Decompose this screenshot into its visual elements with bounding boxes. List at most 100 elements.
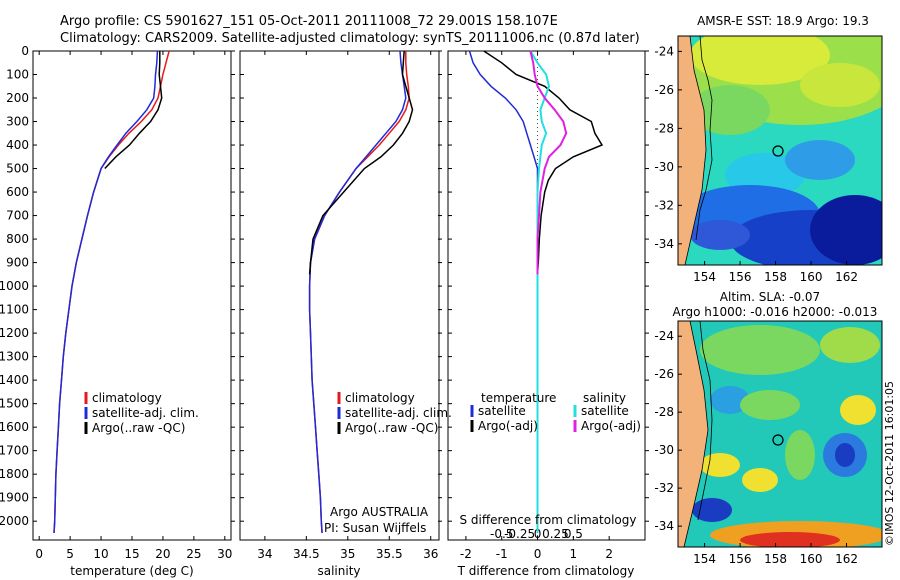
lat-tick-label: -24	[654, 44, 674, 58]
sdiff-argo-line	[529, 50, 568, 275]
lat-tick-label: -30	[654, 443, 674, 457]
x-tick-label: 34.5	[293, 547, 320, 561]
depth-tick-label: 900	[6, 256, 29, 270]
depth-tick-label: 300	[6, 115, 29, 129]
lat-tick-label: -34	[654, 237, 674, 251]
sst-land-mass	[678, 36, 707, 265]
salinity-xlabel: salinity	[317, 564, 360, 578]
sla-map-ticks: 154 156 158 160 162 -24 -26 -28 -30 -32 -34	[654, 329, 858, 566]
s-tick-label: 0.5	[564, 527, 583, 541]
depth-tick-label: 1100	[0, 303, 29, 317]
depth-ticks: 0 100 200 300 400 500 600 700 800 900 1000 1100 1200…	[0, 44, 649, 528]
legend-label-temp-satellite: satellite	[478, 404, 526, 418]
depth-tick-label: 1500	[0, 397, 29, 411]
legend-label-temp-argo: Argo(-adj)	[478, 419, 538, 433]
depth-tick-label: 400	[6, 138, 29, 152]
sla-map-subtitle: Argo h1000: -0.016 h2000: -0.013	[673, 305, 878, 319]
lon-tick-label: 154	[693, 552, 716, 566]
lat-tick-label: -32	[654, 198, 674, 212]
depth-tick-label: 1800	[0, 467, 29, 481]
header-line-2: Climatology: CARS2009. Satellite-adjuste…	[60, 31, 640, 46]
lon-tick-label: 156	[729, 552, 752, 566]
difference-plot: -2 -1 0 1 2-0.5-0.250 0.250.5	[460, 50, 613, 561]
sla-shelf-contour	[697, 321, 713, 521]
lat-tick-label: -24	[654, 329, 674, 343]
argo-australia-label: Argo AUSTRALIA	[330, 505, 429, 519]
sla-map-field	[678, 321, 882, 547]
legend-title-temperature: temperature	[481, 391, 556, 405]
legend-label-satellite: satellite-adj. clim.	[92, 406, 199, 420]
depth-tick-label: 100	[6, 68, 29, 82]
sla-map-title: Altim. SLA: -0.07	[720, 290, 820, 304]
header-line-1: Argo profile: CS 5901627_151 05-Oct-2011…	[60, 14, 558, 29]
legend-label-satellite: satellite-adj. clim.	[345, 406, 452, 420]
difference-axes	[447, 50, 646, 541]
sla-argo-marker	[772, 434, 784, 446]
sal-argo-line	[308, 50, 414, 275]
x-tick-label: 2	[605, 547, 613, 561]
difference-legend: temperature satellite Argo(-adj) salinit…	[470, 391, 641, 433]
tdiff-satellite-line	[468, 50, 539, 533]
sst-shelf-contour	[695, 36, 713, 241]
s-tick-label: -0.5	[490, 527, 513, 541]
x-tick-label: 35	[340, 547, 355, 561]
sst-map-title: AMSR-E SST: 18.9 Argo: 19.3	[697, 14, 869, 28]
lat-tick-label: -30	[654, 160, 674, 174]
s-tick-label: 0.25	[542, 527, 569, 541]
x-tick-label: 20	[155, 547, 170, 561]
lat-tick-label: -28	[654, 121, 674, 135]
depth-tick-label: 1000	[0, 279, 29, 293]
x-tick-label: 30	[217, 547, 232, 561]
lat-tick-label: -26	[654, 83, 674, 97]
depth-tick-label: 700	[6, 209, 29, 223]
sst-argo-marker	[772, 145, 784, 157]
x-tick-label: 5	[66, 547, 74, 561]
depth-tick-label: 0	[21, 44, 29, 58]
lon-tick-label: 158	[764, 270, 787, 284]
depth-tick-label: 1900	[0, 491, 29, 505]
depth-tick-label: 1200	[0, 326, 29, 340]
legend-label-climatology: climatology	[345, 391, 415, 405]
x-tick-label: 1	[570, 547, 578, 561]
sla-map-frame	[677, 320, 883, 548]
lon-tick-label: 160	[800, 270, 823, 284]
x-tick-label: 34	[257, 547, 272, 561]
temp-argo-line	[104, 51, 163, 170]
pi-label: PI: Susan Wijffels	[324, 521, 426, 535]
depth-tick-label: 1700	[0, 444, 29, 458]
x-tick-label: 15	[124, 547, 139, 561]
x-tick-label: 0	[35, 547, 43, 561]
difference-xlabel-top: S difference from climatology	[460, 513, 637, 527]
legend-label-sal-argo: Argo(-adj)	[581, 419, 641, 433]
sst-map-frame	[677, 35, 883, 266]
depth-tick-label: 600	[6, 185, 29, 199]
salinity-legend: climatology satellite-adj. clim. Argo(..…	[324, 391, 452, 535]
legend-label-climatology: climatology	[92, 391, 162, 405]
depth-tick-label: 200	[6, 91, 29, 105]
temperature-xlabel: temperature (deg C)	[70, 564, 193, 578]
salinity-axes	[239, 50, 440, 541]
s-tick-label: 0	[534, 527, 542, 541]
depth-tick-label: 1400	[0, 373, 29, 387]
x-tick-label: 0	[534, 547, 542, 561]
imos-credit: ©IMOS 12-Oct-2011 16:01:05	[883, 381, 896, 546]
depth-tick-label: 800	[6, 232, 29, 246]
lon-tick-label: 158	[764, 552, 787, 566]
sla-land-mass	[678, 321, 709, 547]
sdiff-satellite-line	[529, 50, 551, 533]
sal-satellite-line	[308, 50, 407, 533]
legend-label-argo: Argo(..raw -QC)	[92, 421, 185, 435]
sst-map-field	[678, 36, 882, 265]
difference-xlabel: T difference from climatology	[457, 564, 635, 578]
sst-map-ticks: 154 156 158 160 162 -24 -26 -28 -30 -32 -34	[654, 44, 858, 284]
lon-tick-label: 162	[835, 552, 858, 566]
temperature-legend: climatology satellite-adj. clim. Argo(..…	[84, 391, 199, 435]
x-tick-label: 35.5	[376, 547, 403, 561]
x-tick-label: -2	[460, 547, 472, 561]
lat-tick-label: -28	[654, 405, 674, 419]
depth-tick-label: 1300	[0, 350, 29, 364]
x-tick-label: 25	[186, 547, 201, 561]
salinity-plot: 34 34.5 35 35.5 36	[257, 50, 438, 561]
lat-tick-label: -34	[654, 519, 674, 533]
